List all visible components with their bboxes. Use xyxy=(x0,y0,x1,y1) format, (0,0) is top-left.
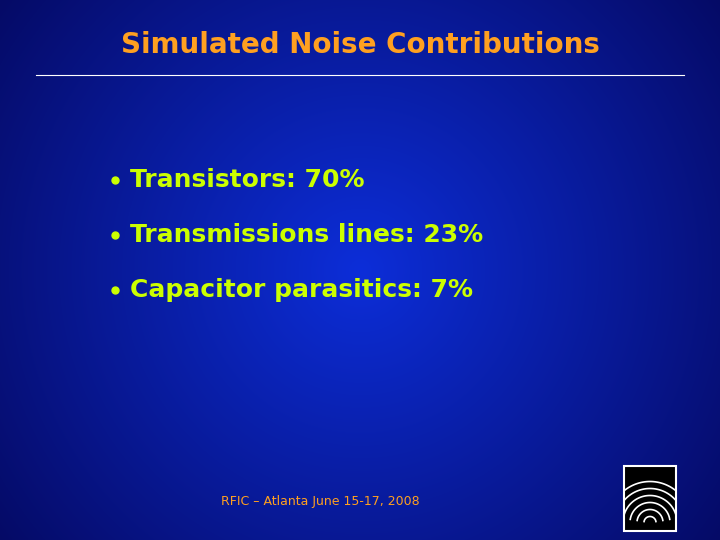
Bar xyxy=(624,465,676,530)
Text: RFIC – Atlanta June 15-17, 2008: RFIC – Atlanta June 15-17, 2008 xyxy=(221,496,419,509)
Text: Simulated Noise Contributions: Simulated Noise Contributions xyxy=(120,31,600,59)
Text: Transmissions lines: 23%: Transmissions lines: 23% xyxy=(130,223,483,247)
Text: Capacitor parasitics: 7%: Capacitor parasitics: 7% xyxy=(130,278,473,302)
Text: Transistors: 70%: Transistors: 70% xyxy=(130,168,364,192)
